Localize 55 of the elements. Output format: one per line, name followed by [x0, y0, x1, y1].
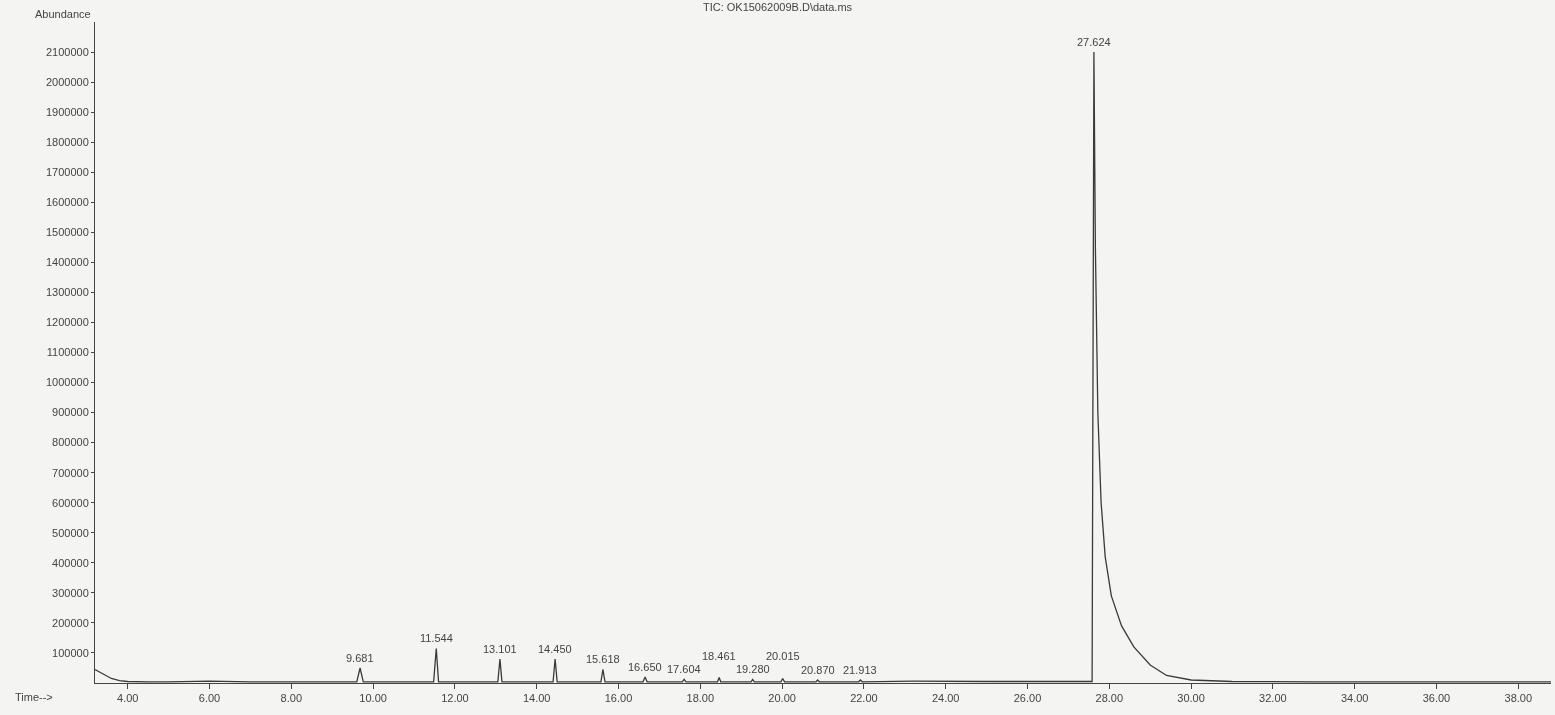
- x-tick-label: 4.00: [117, 692, 139, 705]
- x-tick-label: 32.00: [1259, 692, 1287, 705]
- x-tick-label: 34.00: [1340, 692, 1369, 705]
- annotation: 11.544: [420, 632, 453, 644]
- y-axis-title: Abundance: [35, 8, 91, 20]
- y-tick-label: 1600000: [45, 196, 89, 209]
- y-tick-label: 400000: [52, 556, 89, 569]
- annotation: 9.681: [346, 652, 374, 664]
- x-tick-label: 16.00: [604, 692, 633, 705]
- y-tick-label: 900000: [52, 406, 89, 419]
- annotation: 17.604: [667, 663, 701, 675]
- y-tick-label: 1100000: [46, 346, 89, 359]
- annotation: 20.015: [766, 650, 800, 662]
- annotation: 18.461: [702, 650, 736, 662]
- y-tick-label: 600000: [52, 496, 89, 509]
- y-tick-label: 700000: [52, 466, 89, 479]
- annotation: 13.101: [483, 643, 517, 655]
- annotation: 16.650: [628, 661, 662, 673]
- annotation: 14.450: [538, 643, 572, 655]
- y-tick-label: 1700000: [45, 166, 89, 179]
- annotation: 15.618: [586, 653, 620, 665]
- annotation: 21.913: [843, 664, 877, 676]
- x-tick-label: 22.00: [850, 692, 878, 705]
- x-tick-label: 36.00: [1422, 692, 1451, 705]
- y-tick-label: 2000000: [45, 75, 89, 88]
- x-tick-label: 18.00: [686, 692, 715, 705]
- x-tick-label: 6.00: [198, 692, 221, 705]
- y-tick-label: 1900000: [45, 105, 89, 118]
- y-tick-label: 1800000: [45, 136, 89, 149]
- chart-title: TIC: OK15062009B.D\data.ms: [702, 1, 853, 14]
- x-tick-label: 26.00: [1013, 692, 1042, 705]
- x-tick-label: 28.00: [1095, 692, 1124, 705]
- y-tick-label: 1000000: [45, 376, 89, 389]
- x-axis-title: Time-->: [15, 691, 53, 703]
- y-tick-label: 1300000: [45, 286, 89, 299]
- x-tick-label: 30.00: [1177, 692, 1205, 705]
- y-tick-label: 2100000: [45, 45, 89, 58]
- annotation: 19.280: [736, 663, 770, 675]
- x-tick-label: 24.00: [931, 692, 960, 705]
- y-tick-label: 200000: [52, 616, 89, 629]
- y-tick-label: 100000: [52, 646, 89, 659]
- x-tick-label: 20.00: [768, 692, 796, 705]
- annotation: 20.870: [801, 664, 835, 676]
- x-tick-label: 38.00: [1504, 692, 1533, 705]
- y-tick-label: 1500000: [45, 226, 89, 239]
- x-tick-label: 8.00: [280, 692, 303, 705]
- x-tick-label: 14.00: [522, 692, 551, 705]
- y-tick-label: 800000: [52, 436, 89, 449]
- x-tick-label: 10.00: [359, 692, 387, 705]
- y-tick-label: 500000: [52, 526, 89, 539]
- y-tick-label: 300000: [52, 586, 89, 599]
- x-tick-label: 12.00: [441, 692, 469, 705]
- annotation: 27.624: [1077, 36, 1111, 48]
- y-tick-label: 1200000: [45, 316, 89, 329]
- y-tick-label: 1400000: [45, 256, 89, 269]
